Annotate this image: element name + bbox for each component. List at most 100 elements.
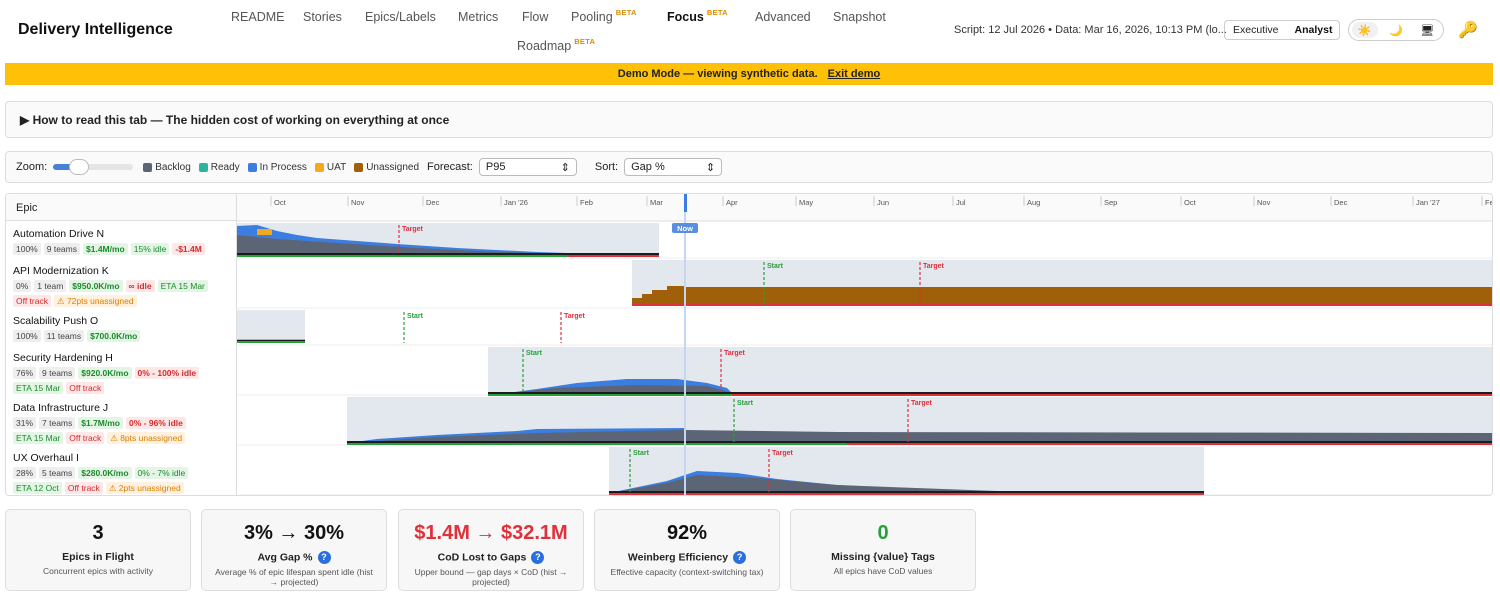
- kpi-card: 3 Epics in Flight Concurrent epics with ac…: [5, 509, 191, 591]
- sun-icon[interactable]: ☀️: [1351, 22, 1378, 38]
- gap-line: [347, 443, 1492, 445]
- nav-tab-flow[interactable]: Flow: [522, 10, 548, 24]
- nav-tab-label: Advanced: [755, 10, 811, 24]
- epic-row[interactable]: Security Hardening H 76% 9 teams $920.0K/mo…: [6, 345, 237, 394]
- nav-tab-stories[interactable]: Stories: [303, 10, 342, 24]
- nav-tab-pooling[interactable]: Pooling BETA: [571, 8, 637, 24]
- baseline: [237, 253, 659, 255]
- epic-badge: 11 teams: [43, 330, 85, 342]
- progress-line: [347, 443, 847, 445]
- gap-line: [609, 493, 1204, 495]
- app-title: Delivery Intelligence: [18, 21, 173, 38]
- epic-name: Security Hardening H: [13, 352, 113, 364]
- epic-badge: 31%: [13, 417, 37, 429]
- demo-banner-text: Demo Mode — viewing synthetic data.: [617, 68, 818, 80]
- app-header: Delivery Intelligence README Stories Epics…: [0, 0, 1500, 62]
- month-label: Jan '26: [504, 198, 528, 207]
- month-label: Nov: [1257, 198, 1271, 207]
- beta-badge: BETA: [574, 37, 596, 46]
- unassigned-area: [632, 286, 685, 306]
- epic-name: Scalability Push O: [13, 315, 99, 327]
- epic-badge: Off track: [66, 432, 105, 444]
- epic-row[interactable]: Automation Drive N 100% 9 teams $1.4M/mo 15%…: [6, 221, 237, 255]
- progress-line: [237, 255, 567, 257]
- how-to-read-toggle[interactable]: ▶ How to read this tab — The hidden cost…: [5, 101, 1493, 138]
- nav-tab-roadmap[interactable]: Roadmap BETA: [517, 37, 596, 53]
- epic-badge: Off track: [13, 295, 51, 307]
- zoom-slider-knob[interactable]: [69, 159, 90, 175]
- kpi-card: 92% Weinberg Efficiency? Effective capacit…: [594, 509, 780, 591]
- forecast-select[interactable]: P95 ⇕: [478, 158, 577, 176]
- baseline: [609, 491, 1204, 493]
- target-label: Target: [402, 226, 424, 233]
- unassigned-forecast: [685, 287, 1492, 304]
- epic-badge: ⚠ 8pts unassigned: [107, 432, 186, 444]
- zoom-slider[interactable]: [53, 159, 134, 175]
- epic-row[interactable]: UX Overhaul I 28% 5 teams $280.0K/mo 0% - 7%…: [6, 445, 237, 494]
- theme-toggle[interactable]: ☀️ 🌙 🖥: [1348, 19, 1444, 41]
- beta-badge: BETA: [615, 8, 637, 17]
- month-label: Feb: [580, 198, 593, 207]
- epic-row[interactable]: Scalability Push O 100% 11 teams $700.0K/mo: [6, 308, 237, 342]
- start-label: Start: [526, 350, 543, 357]
- month-label: May: [799, 198, 813, 207]
- monitor-icon[interactable]: 🖥: [1420, 24, 1435, 37]
- epic-badge: ⚠ 72pts unassigned: [53, 295, 137, 307]
- help-icon[interactable]: ?: [317, 551, 331, 564]
- epic-badge: -$1.4M: [172, 243, 205, 255]
- epic-badge: $1.4M/mo: [83, 243, 128, 255]
- exit-demo-link[interactable]: Exit demo: [827, 68, 881, 80]
- kpi-value: 0: [877, 522, 889, 544]
- nav-tab-metrics[interactable]: Metrics: [458, 10, 498, 24]
- legend-swatch: [143, 162, 153, 172]
- epic-badge: 0% - 100% idle: [134, 367, 200, 379]
- select-arrows-icon: ⇕: [560, 161, 570, 174]
- nav-tab-snapshot[interactable]: Snapshot: [833, 10, 886, 24]
- help-icon[interactable]: ?: [531, 551, 545, 564]
- kpi-card: $1.4M → $32.1M CoD Lost to Gaps? Upper bou…: [398, 509, 584, 591]
- epic-badges: 100% 9 teams $1.4M/mo 15% idle -$1.4M: [13, 243, 235, 255]
- kpi-subtitle: Effective capacity (context-switching ta…: [610, 567, 764, 577]
- target-label: Target: [923, 263, 945, 270]
- mode-toggle[interactable]: Executive Analyst: [1224, 20, 1340, 40]
- epic-badge: 7 teams: [39, 417, 76, 429]
- help-icon[interactable]: ?: [733, 551, 747, 564]
- kpi-card: 0 Missing {value} Tags All epics have CoD …: [790, 509, 976, 591]
- demo-banner: Demo Mode — viewing synthetic data. Exit…: [5, 63, 1493, 85]
- start-label: Start: [767, 263, 784, 270]
- kpi-subtitle: Upper bound — gap days × CoD (hist → pro…: [414, 567, 568, 587]
- nav-tab-advanced[interactable]: Advanced: [755, 10, 811, 24]
- epic-badge: $1.7M/mo: [78, 417, 124, 429]
- epic-badge: ETA 15 Mar: [13, 432, 64, 444]
- nav-tab-label: Epics/Labels: [365, 10, 436, 24]
- epic-badge: $920.0K/mo: [78, 367, 132, 379]
- month-label: Fe: [1485, 198, 1493, 207]
- key-icon[interactable]: 🔑: [1458, 22, 1478, 39]
- analyst-mode-button[interactable]: Analyst: [1294, 24, 1333, 36]
- zoom-label: Zoom:: [16, 161, 48, 173]
- sort-select[interactable]: Gap % ⇕: [624, 158, 723, 176]
- legend-swatch: [354, 162, 364, 172]
- epic-badges: 100% 11 teams $700.0K/mo: [13, 330, 235, 342]
- nav-tab-epics-labels[interactable]: Epics/Labels: [365, 10, 436, 24]
- target-label: Target: [564, 313, 586, 320]
- legend-item: Unassigned: [354, 162, 419, 173]
- epic-row[interactable]: API Modernization K 0% 1 team $950.0K/mo ∞ i…: [6, 258, 237, 307]
- nav-tab-focus[interactable]: Focus BETA: [667, 8, 728, 24]
- legend-label: In Process: [259, 161, 307, 173]
- executive-mode-button[interactable]: Executive: [1233, 24, 1279, 36]
- epic-badge: 9 teams: [43, 243, 80, 255]
- baseline: [347, 441, 1492, 443]
- nav-tab-readme[interactable]: README: [231, 10, 284, 24]
- epic-row[interactable]: Data Infrastructure J 31% 7 teams $1.7M/mo 0…: [6, 395, 237, 444]
- legend-item: In Process: [247, 161, 307, 173]
- month-label: Oct: [274, 198, 287, 207]
- focus-gantt: Epic Automation Drive N 100% 9 teams $1.4M/…: [5, 193, 1493, 496]
- month-label: Nov: [351, 198, 365, 207]
- kpi-value: 92%: [666, 522, 708, 544]
- legend-swatch: [198, 162, 208, 172]
- nav-tab-label: Snapshot: [833, 10, 886, 24]
- moon-icon[interactable]: 🌙: [1389, 24, 1403, 37]
- gap-line: [732, 394, 1492, 396]
- epic-badge: ETA 15 Mar: [13, 382, 64, 394]
